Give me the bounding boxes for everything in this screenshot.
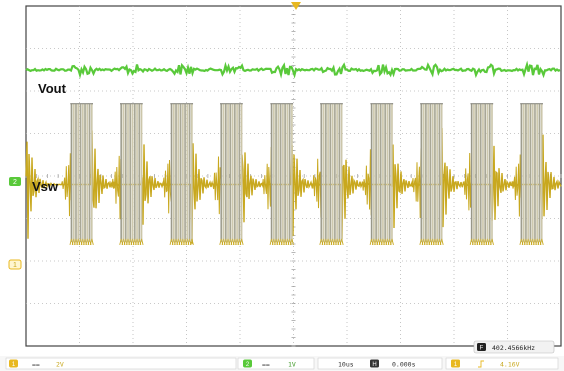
vsw-edge-spike: [289, 238, 294, 245]
vsw-edge-spike: [539, 238, 544, 245]
vsw-ring: [261, 146, 272, 210]
vsw-edge-spike: [189, 238, 194, 245]
svg-text:H: H: [372, 362, 376, 368]
ch1-scale-badge[interactable]: 1 == 2V: [9, 359, 64, 369]
vsw-label: Vsw: [32, 179, 59, 194]
vsw-burst-fill: [421, 103, 442, 242]
vsw-edge-spike: [239, 238, 244, 245]
trigger-slope-icon: [478, 360, 484, 368]
svg-text:1: 1: [12, 362, 16, 368]
vsw-edge-spike: [89, 238, 94, 245]
svg-text:2: 2: [13, 179, 17, 186]
vsw-ring: [311, 158, 322, 218]
vsw-ring: [361, 149, 372, 216]
vsw-burst: [311, 103, 344, 245]
vsw-burst: [410, 103, 444, 245]
vsw-burst: [210, 103, 244, 245]
vsw-burst-fill: [271, 103, 292, 242]
vsw-burst: [110, 103, 144, 245]
vsw-burst-fill: [221, 103, 242, 242]
svg-text:2: 2: [246, 362, 250, 368]
timebase[interactable]: 10us: [338, 361, 354, 369]
svg-text:==: ==: [32, 361, 40, 369]
trigger-level[interactable]: 4.16V: [500, 361, 520, 369]
vsw-burst-fill: [171, 103, 192, 242]
vsw-burst: [161, 103, 194, 245]
ch1-scale: 2V: [56, 361, 64, 369]
vout-label: Vout: [38, 81, 67, 96]
svg-text:F: F: [480, 346, 484, 352]
vsw-ring: [461, 152, 472, 211]
ch1-level-marker: 1: [8, 259, 22, 270]
trigger-icon: 1: [451, 359, 460, 368]
ch2-level-marker: 2: [9, 177, 21, 186]
vsw-edge-spike: [339, 238, 344, 245]
vsw-ring: [510, 154, 522, 217]
vsw-edge-spike: [490, 238, 494, 245]
trigger-position[interactable]: 0.000s: [392, 361, 416, 369]
svg-text:1: 1: [454, 362, 458, 368]
status-bar: 1 == 2V 2 == 1V 10us H 0.000s 1 4.16V: [0, 356, 564, 371]
vsw-trace: [25, 103, 562, 245]
vsw-edge-spike: [139, 238, 144, 245]
vsw-ring: [161, 159, 172, 214]
vsw-ring: [210, 156, 222, 215]
vsw-burst: [61, 103, 94, 245]
vout-trace: [25, 60, 561, 79]
waveforms: [25, 60, 562, 245]
vsw-ring: [110, 155, 122, 220]
vsw-burst-fill: [371, 103, 392, 242]
vsw-burst-fill: [71, 103, 92, 242]
vsw-burst: [361, 103, 394, 245]
ch2-scale-badge[interactable]: 2 == 1V: [243, 359, 296, 369]
vsw-burst-fill: [321, 103, 342, 242]
vsw-edge-spike: [390, 238, 394, 245]
vsw-burst: [510, 103, 544, 245]
svg-text:==: ==: [262, 361, 270, 369]
vsw-burst-fill: [121, 103, 142, 242]
vsw-burst-fill: [471, 103, 492, 242]
trigger-position-icon: H: [370, 359, 379, 368]
ch2-scale: 1V: [288, 361, 296, 369]
vsw-ring: [410, 148, 422, 219]
vsw-ring: [61, 153, 72, 217]
vsw-edge-spike: [439, 238, 444, 245]
frequency-value: 402.4566kHz: [492, 344, 535, 352]
vsw-burst: [261, 103, 294, 245]
svg-text:1: 1: [13, 262, 17, 269]
trigger-position-marker: [291, 2, 301, 10]
frequency-readout: F 402.4566kHz: [473, 340, 555, 354]
vsw-burst-fill: [521, 103, 542, 242]
vsw-burst: [461, 103, 494, 245]
